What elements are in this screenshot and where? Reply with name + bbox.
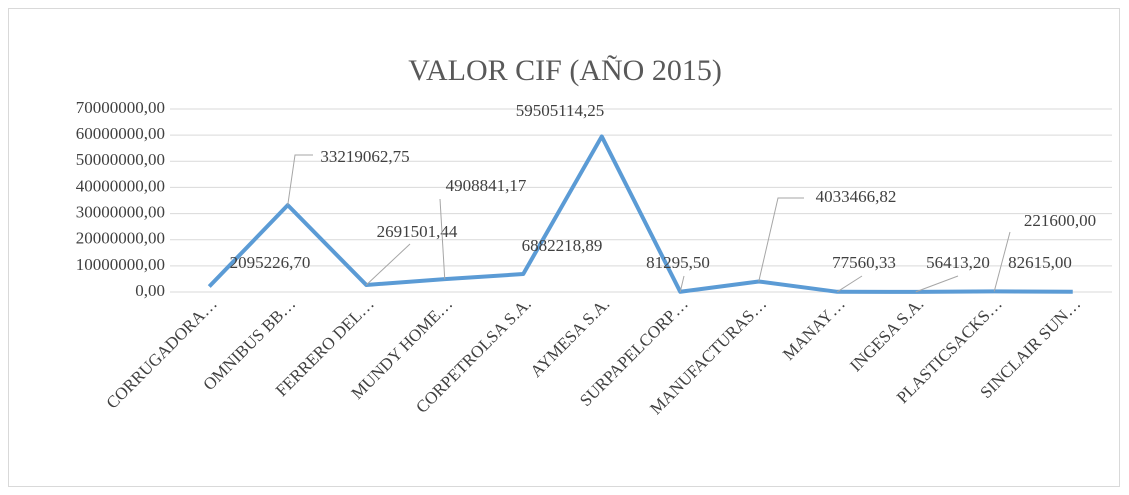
- y-tick-label: 0,00: [135, 281, 165, 300]
- y-tick-label: 20000000,00: [76, 229, 165, 248]
- leader-line: [758, 197, 804, 282]
- leader-line: [439, 198, 446, 280]
- leader-line: [365, 243, 411, 286]
- data-label: 81295,50: [646, 253, 710, 272]
- y-tick-label: 60000000,00: [76, 124, 165, 143]
- data-label: 33219062,75: [320, 147, 409, 166]
- data-label: 4908841,17: [446, 176, 527, 195]
- data-label: 82615,00: [1008, 253, 1072, 272]
- data-label: 2095226,70: [230, 253, 311, 272]
- chart-frame: [8, 8, 1120, 487]
- y-tick-label: 10000000,00: [76, 255, 165, 274]
- leader-line: [679, 275, 685, 292]
- data-label: 77560,33: [832, 253, 896, 272]
- leader-line: [993, 231, 1011, 292]
- data-label: 56413,20: [926, 253, 990, 272]
- data-label: 221600,00: [1024, 211, 1096, 230]
- y-tick-label: 40000000,00: [76, 176, 165, 195]
- leader-line: [915, 275, 959, 293]
- y-tick-label: 50000000,00: [76, 150, 165, 169]
- y-tick-label: 70000000,00: [76, 98, 165, 117]
- y-tick-label: 30000000,00: [76, 202, 165, 221]
- leader-line: [836, 275, 863, 293]
- data-line: [207, 134, 1073, 294]
- leader-line: [287, 154, 313, 206]
- data-label: 2691501,44: [377, 222, 458, 241]
- chart-title: VALOR CIF (AÑO 2015): [408, 54, 722, 87]
- data-label: 59505114,25: [516, 101, 605, 120]
- data-label: 4033466,82: [816, 187, 897, 206]
- data-label: 6882218,89: [522, 236, 603, 255]
